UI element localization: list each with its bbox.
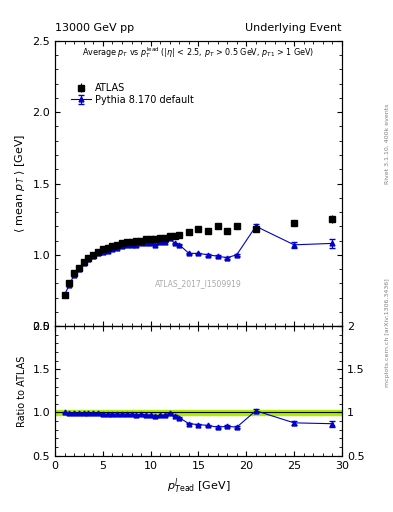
- Text: Rivet 3.1.10, 400k events: Rivet 3.1.10, 400k events: [385, 103, 390, 184]
- Text: Average $p_T$ vs $p_T^{\rm lead}$ ($|\eta|$ < 2.5, $p_T$ > 0.5 GeV, $p_{T1}$ > 1: Average $p_T$ vs $p_T^{\rm lead}$ ($|\et…: [83, 45, 314, 60]
- Text: Underlying Event: Underlying Event: [245, 23, 342, 33]
- Legend: ATLAS, Pythia 8.170 default: ATLAS, Pythia 8.170 default: [68, 80, 196, 108]
- Text: ATLAS_2017_I1509919: ATLAS_2017_I1509919: [155, 279, 242, 288]
- Bar: [55, 410, 342, 415]
- Y-axis label: Ratio to ATLAS: Ratio to ATLAS: [17, 355, 27, 426]
- Text: 13000 GeV pp: 13000 GeV pp: [55, 23, 134, 33]
- X-axis label: $p_T^l$$_{\rm ead}$ [GeV]: $p_T^l$$_{\rm ead}$ [GeV]: [167, 476, 230, 496]
- Y-axis label: $\langle$ mean $p_T$ $\rangle$ [GeV]: $\langle$ mean $p_T$ $\rangle$ [GeV]: [13, 134, 27, 233]
- Text: mcplots.cern.ch [arXiv:1306.3436]: mcplots.cern.ch [arXiv:1306.3436]: [385, 279, 390, 387]
